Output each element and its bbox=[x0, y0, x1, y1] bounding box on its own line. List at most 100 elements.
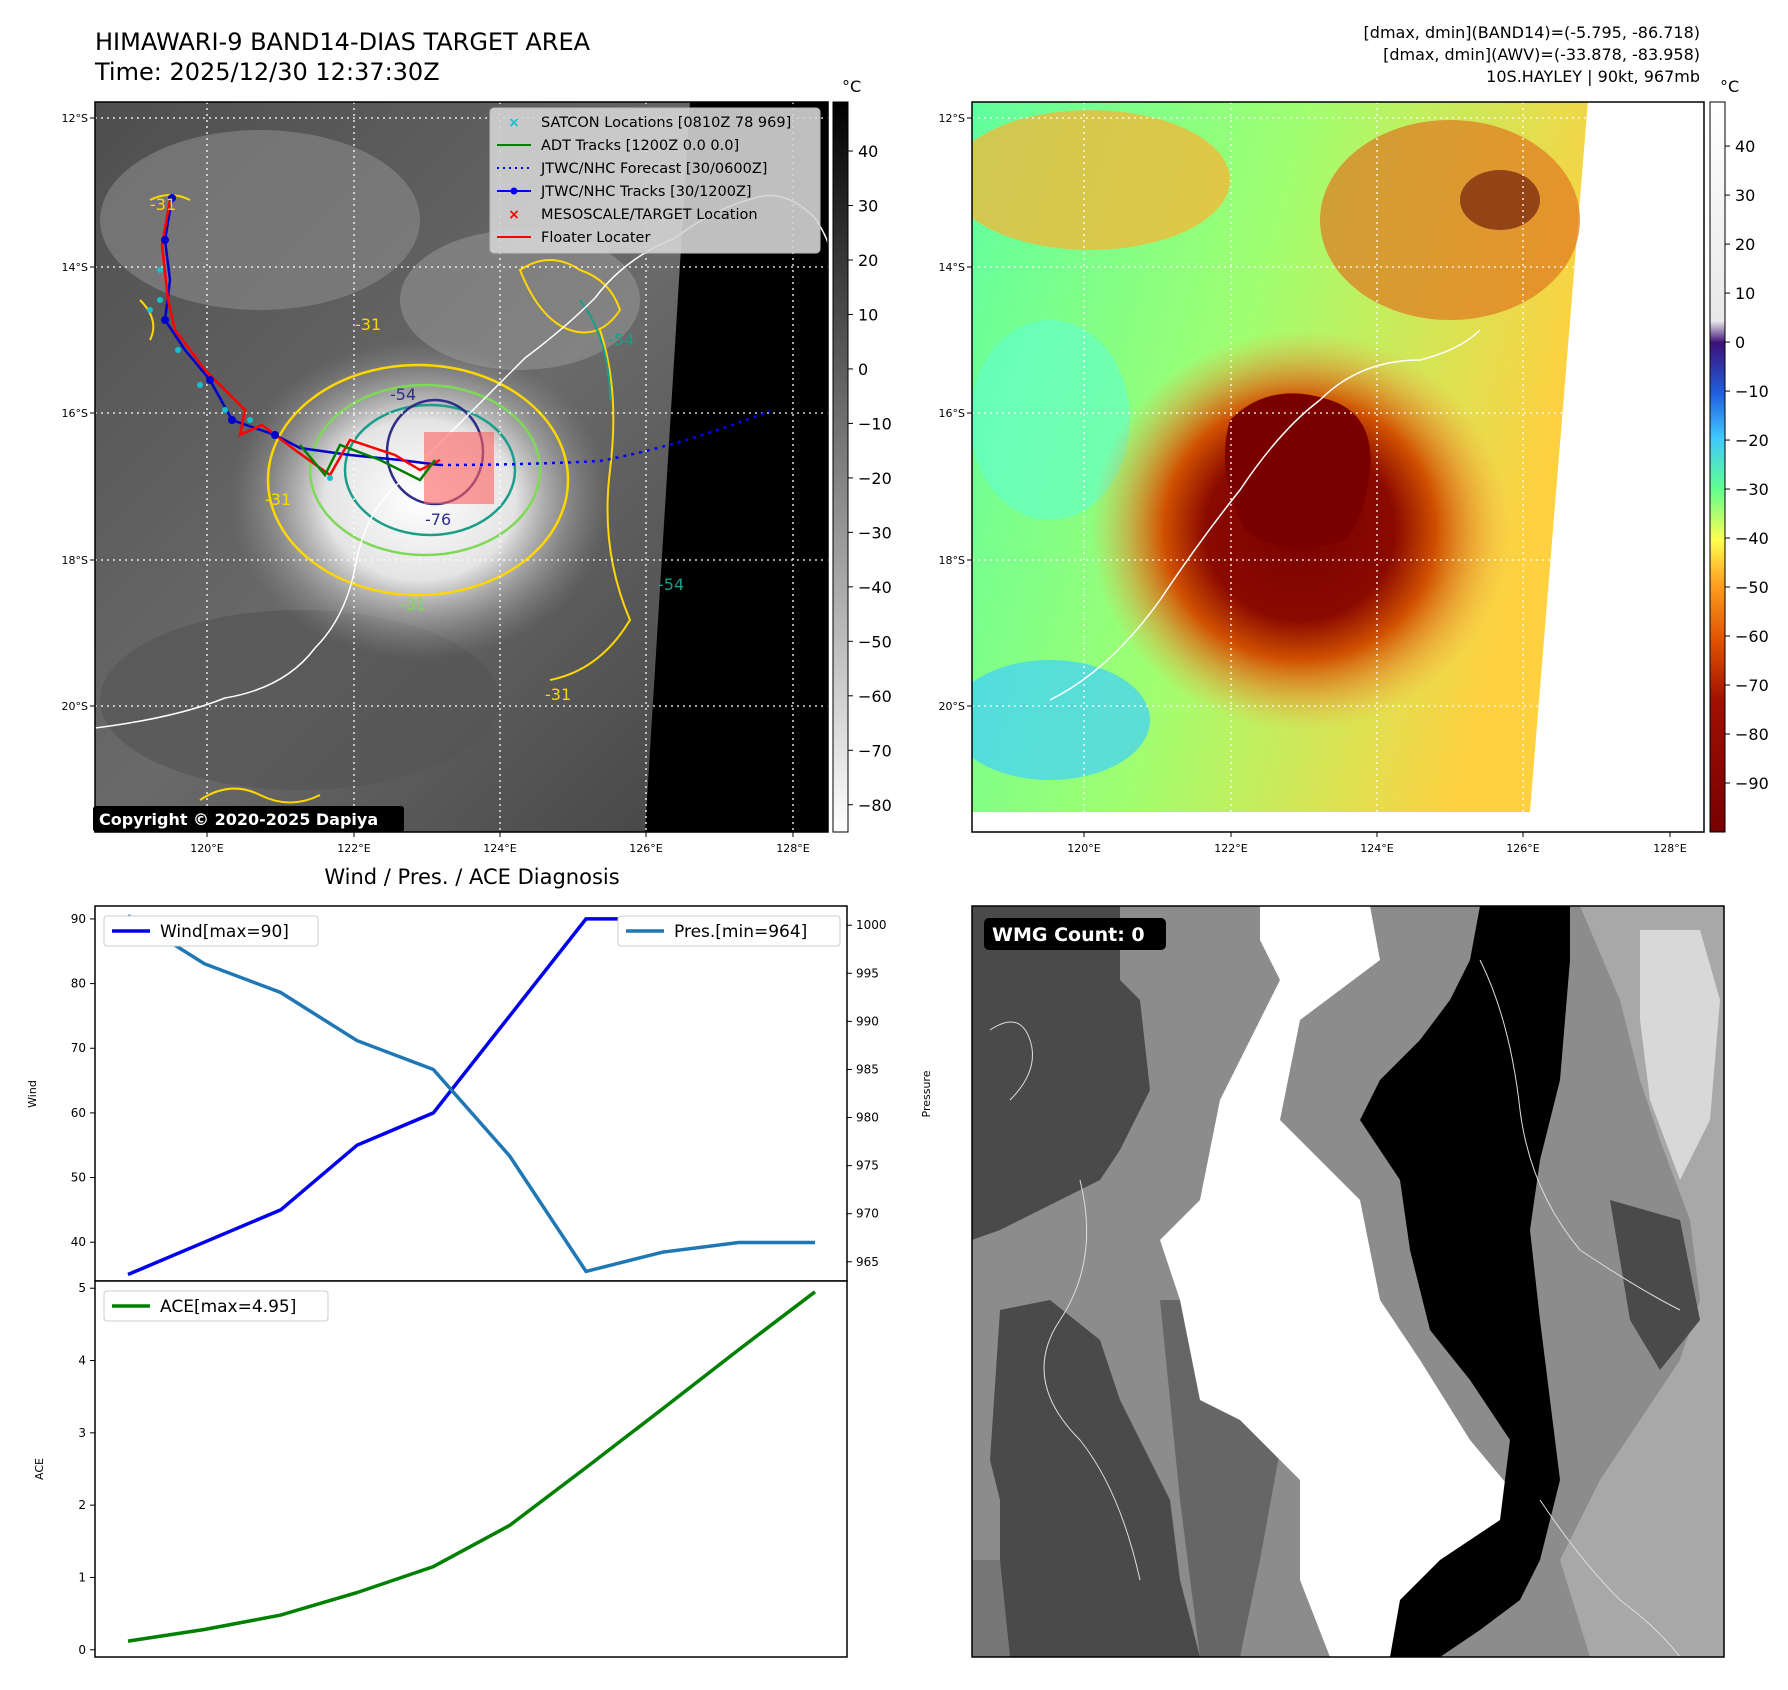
y-tick-label: 3 bbox=[78, 1426, 86, 1440]
lon-tick-label: 126°E bbox=[629, 842, 662, 855]
y-tick-label: 80 bbox=[71, 977, 86, 991]
y-tick-label: 4 bbox=[78, 1354, 86, 1368]
colorbar-tick-label: −20 bbox=[858, 469, 892, 488]
lon-tick-label: 120°E bbox=[190, 842, 223, 855]
lon-tick-label: 124°E bbox=[483, 842, 516, 855]
no-data-region bbox=[645, 102, 828, 832]
legend-label: JTWC/NHC Forecast [30/0600Z] bbox=[540, 161, 767, 177]
info-band14: [dmax, dmin](BAND14)=(-5.795, -86.718) bbox=[1364, 23, 1700, 42]
y-tick-label: 60 bbox=[71, 1106, 86, 1120]
colorbar-tick-label: −40 bbox=[858, 578, 892, 597]
lon-tick-label: 124°E bbox=[1360, 842, 1393, 855]
colorbar-tick-label: 10 bbox=[858, 305, 878, 324]
colorbar-tick-label: −50 bbox=[1735, 578, 1769, 597]
contour-label: -31 bbox=[545, 685, 571, 704]
ace-panel: 0 1 2 3 4 5 ACE[max=4.95] bbox=[78, 1280, 848, 1658]
contour-label: -54 bbox=[390, 385, 416, 404]
svg-text:×: × bbox=[508, 115, 520, 131]
y-tick-label: 1 bbox=[78, 1570, 86, 1584]
colorbar-tick-label: −90 bbox=[1735, 774, 1769, 793]
contour-teal bbox=[343, 403, 517, 537]
lon-tick-label: 128°E bbox=[1653, 842, 1686, 855]
colorbar-tick-label: −10 bbox=[1735, 382, 1769, 401]
chart-legend-label: ACE[max=4.95] bbox=[160, 1297, 296, 1317]
wmg-panel: WMG Count: 0 bbox=[971, 905, 1725, 1658]
lat-tick-label: 18°S bbox=[939, 554, 965, 567]
y-tick-label: 990 bbox=[856, 1014, 879, 1028]
wmg-count-label: WMG Count: 0 bbox=[992, 924, 1145, 946]
adt-track-line bbox=[299, 443, 436, 482]
legend-entry: × SATCON Locations [0810Z 78 969] bbox=[508, 115, 791, 131]
contour-label: -76 bbox=[425, 510, 451, 529]
colorbar-tick-label: 30 bbox=[858, 197, 878, 216]
y-tick-label: 965 bbox=[856, 1255, 879, 1269]
contour-label: -31 bbox=[265, 490, 291, 509]
colorbar-tick-label: −60 bbox=[858, 687, 892, 706]
coastline-right bbox=[1049, 329, 1481, 701]
satcon-points bbox=[147, 267, 333, 481]
svg-text:×: × bbox=[508, 207, 520, 223]
contour-label: -54 bbox=[658, 575, 684, 594]
lon-tick-label: 128°E bbox=[776, 842, 809, 855]
lat-tick-label: 16°S bbox=[939, 407, 965, 420]
y-tick-label: 975 bbox=[856, 1159, 879, 1173]
lat-tick-label: 20°S bbox=[939, 700, 965, 713]
colorbar-left-unit: °C bbox=[842, 77, 861, 96]
legend-label: ADT Tracks [1200Z 0.0 0.0] bbox=[541, 138, 739, 154]
copyright-text: Copyright © 2020-2025 Dapiya bbox=[99, 810, 378, 829]
floater-track-line bbox=[160, 199, 441, 477]
colorbar-tick-label: 10 bbox=[1735, 284, 1755, 303]
cold-cloud-top bbox=[1225, 393, 1371, 548]
legend-label: MESOSCALE/TARGET Location bbox=[541, 207, 758, 223]
colorbar-tick-label: 30 bbox=[1735, 186, 1755, 205]
y-tick-label: 995 bbox=[856, 966, 879, 980]
figure-title: HIMAWARI-9 BAND14-DIAS TARGET AREA bbox=[95, 28, 591, 56]
pressure-axis-label: Pressure bbox=[920, 1070, 933, 1117]
map-legend: × SATCON Locations [0810Z 78 969] ADT Trac… bbox=[489, 107, 821, 254]
y-tick-label: 970 bbox=[856, 1207, 879, 1221]
info-storm: 10S.HAYLEY | 90kt, 967mb bbox=[1486, 67, 1700, 86]
ace-axis-label: ACE bbox=[33, 1458, 46, 1480]
copyright-box bbox=[93, 806, 404, 832]
legend-entry: ADT Tracks [1200Z 0.0 0.0] bbox=[497, 138, 739, 154]
color-map-panel bbox=[971, 101, 1705, 833]
y-tick-label: 5 bbox=[78, 1281, 86, 1295]
y-tick-label: 40 bbox=[71, 1235, 86, 1249]
colorbar-tick-label: −10 bbox=[858, 414, 892, 433]
colorbar-tick-label: −50 bbox=[858, 632, 892, 651]
ir-map-panel: -31 -31 -54 -31 -54 -76 -31 -31 -54 Copy… bbox=[93, 101, 829, 833]
contour-label: -31 bbox=[150, 195, 176, 214]
legend-entry: Floater Locater bbox=[497, 230, 650, 246]
colorbar-tick-label: 20 bbox=[858, 251, 878, 270]
legend-label: Floater Locater bbox=[541, 230, 650, 246]
chart-legend: Wind[max=90] bbox=[103, 915, 319, 947]
contour-green bbox=[308, 383, 542, 557]
legend-entry: JTWC/NHC Tracks [30/1200Z] bbox=[497, 184, 752, 200]
colorbar-tick-label: −70 bbox=[1735, 676, 1769, 695]
colorbar-tick-label: −30 bbox=[858, 523, 892, 542]
colorbar-tick-label: −80 bbox=[858, 796, 892, 815]
lat-tick-label: 14°S bbox=[939, 261, 965, 274]
colorbar-right: °C 40 30 20 10 0 −10 −20 −30 −40 −50 −60 −70 −80 −90 bbox=[1709, 77, 1769, 833]
jtwc-track-line bbox=[163, 197, 441, 467]
lat-tick-label: 20°S bbox=[62, 700, 88, 713]
info-awv: [dmax, dmin](AWV)=(-33.878, -83.958) bbox=[1383, 45, 1700, 64]
contour-label: -31 bbox=[355, 315, 381, 334]
wind-axis-label: Wind bbox=[26, 1080, 39, 1108]
chart-legend-label: Wind[max=90] bbox=[160, 922, 289, 942]
colorbar-tick-label: 20 bbox=[1735, 235, 1755, 254]
colorbar-tick-label: −60 bbox=[1735, 627, 1769, 646]
lat-tick-label: 14°S bbox=[62, 261, 88, 274]
colorbar-left: °C 40 30 20 10 0 −10 −20 −30 −40 −50 −60 −70 −80 bbox=[832, 77, 892, 833]
legend-entry: JTWC/NHC Forecast [30/0600Z] bbox=[497, 161, 767, 177]
y-tick-label: 985 bbox=[856, 1062, 879, 1076]
chart-legend-label: Pres.[min=964] bbox=[674, 922, 807, 942]
y-tick-label: 70 bbox=[71, 1041, 86, 1055]
colorbar-tick-label: −70 bbox=[858, 741, 892, 760]
colorbar-tick-label: −40 bbox=[1735, 529, 1769, 548]
y-tick-label: 90 bbox=[71, 912, 86, 926]
colorbar-tick-label: 0 bbox=[858, 360, 868, 379]
y-tick-label: 0 bbox=[78, 1643, 86, 1657]
storm-cloud-ir bbox=[230, 340, 610, 660]
lat-tick-label: 12°S bbox=[62, 112, 88, 125]
